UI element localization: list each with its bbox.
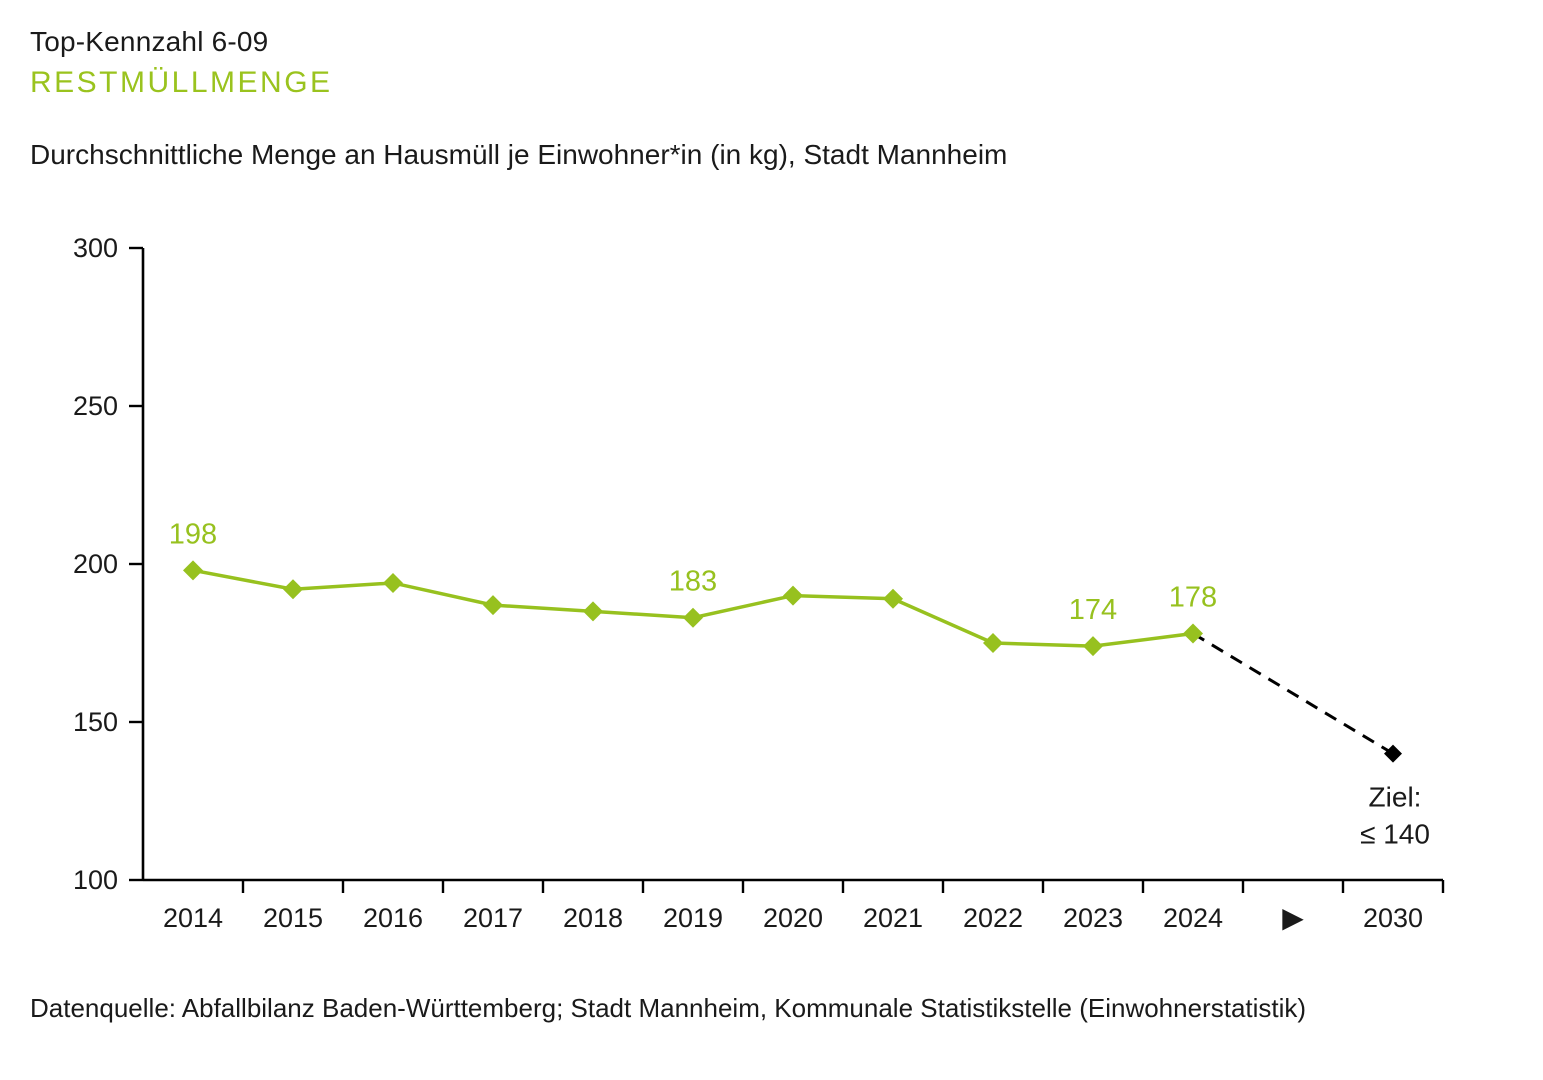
data-point-marker <box>383 572 403 593</box>
projection-dashed-line <box>1192 632 1394 755</box>
x-axis-tick-label: 2022 <box>963 903 1023 933</box>
target-point-marker <box>1384 744 1402 763</box>
data-point-marker <box>783 585 803 606</box>
y-axis-tick-label: 300 <box>73 233 118 263</box>
y-axis-tick-label: 150 <box>73 707 118 737</box>
x-axis-tick-label: 2015 <box>263 903 323 933</box>
data-point-marker <box>583 601 603 622</box>
data-point-marker <box>1083 636 1103 657</box>
x-axis-tick-label: 2021 <box>863 903 923 933</box>
x-axis-tick-label: 2024 <box>1163 903 1223 933</box>
x-axis-tick-label: 2020 <box>763 903 823 933</box>
x-axis-tick-label: 2016 <box>363 903 423 933</box>
data-point-marker <box>483 595 503 616</box>
x-axis-tick-label: 2014 <box>163 903 223 933</box>
data-source-note: Datenquelle: Abfallbilanz Baden-Württemb… <box>30 993 1307 1023</box>
page-title: RESTMÜLLMENGE <box>30 66 333 99</box>
y-axis-tick-label: 200 <box>73 549 118 579</box>
data-point-marker <box>683 607 703 628</box>
kennzahl-label: Top-Kennzahl 6-09 <box>30 26 269 57</box>
data-point-label: 183 <box>669 566 717 598</box>
data-point-marker <box>183 560 203 581</box>
x-axis-tick-label: 2017 <box>463 903 523 933</box>
y-axis-tick-label: 100 <box>73 865 118 895</box>
data-point-label: 178 <box>1169 582 1217 614</box>
data-point-marker <box>983 633 1003 653</box>
x-axis-tick-label: 2023 <box>1063 903 1123 933</box>
target-label-line2: ≤ 140 <box>1360 819 1430 850</box>
target-label-line1: Ziel: <box>1369 782 1422 813</box>
data-point-label: 174 <box>1069 594 1117 626</box>
data-point-marker <box>883 588 903 609</box>
x-axis-tick-label: 2019 <box>663 903 723 933</box>
x-axis-tick-label: 2030 <box>1363 903 1423 933</box>
x-axis-arrow-icon: ▶ <box>1282 902 1304 933</box>
data-point-marker <box>283 579 303 600</box>
data-point-label: 198 <box>169 518 217 550</box>
chart-subtitle: Durchschnittliche Menge an Hausmüll je E… <box>30 139 1008 170</box>
x-axis-tick-label: 2018 <box>563 903 623 933</box>
y-axis-tick-label: 250 <box>73 391 118 421</box>
data-point-marker <box>1183 623 1203 644</box>
